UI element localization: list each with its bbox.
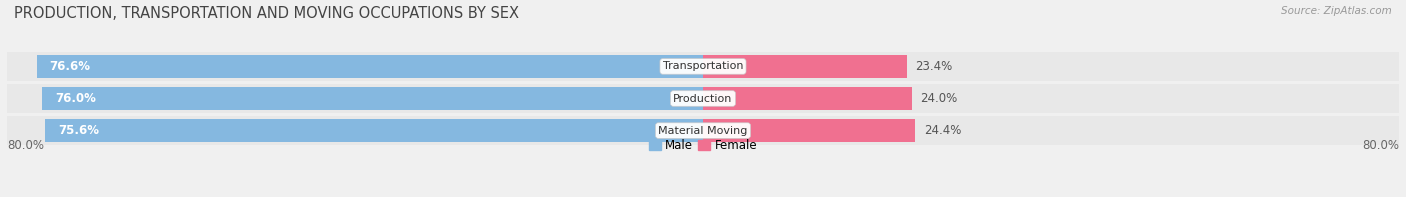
Text: 24.4%: 24.4% bbox=[924, 124, 962, 137]
Text: PRODUCTION, TRANSPORTATION AND MOVING OCCUPATIONS BY SEX: PRODUCTION, TRANSPORTATION AND MOVING OC… bbox=[14, 6, 519, 21]
Bar bbox=[7, 52, 1399, 81]
Text: Production: Production bbox=[673, 94, 733, 103]
Bar bbox=[7, 84, 1399, 113]
Bar bbox=[42, 87, 703, 110]
Bar bbox=[703, 119, 915, 142]
Bar bbox=[7, 116, 1399, 145]
Text: 23.4%: 23.4% bbox=[915, 60, 952, 73]
Text: Source: ZipAtlas.com: Source: ZipAtlas.com bbox=[1281, 6, 1392, 16]
Text: 76.0%: 76.0% bbox=[55, 92, 96, 105]
Text: 80.0%: 80.0% bbox=[1362, 139, 1399, 152]
Text: 80.0%: 80.0% bbox=[7, 139, 44, 152]
Legend: Male, Female: Male, Female bbox=[644, 134, 762, 157]
Bar bbox=[703, 55, 907, 78]
Text: 75.6%: 75.6% bbox=[59, 124, 100, 137]
Bar bbox=[45, 119, 703, 142]
Bar bbox=[703, 87, 912, 110]
Text: 76.6%: 76.6% bbox=[49, 60, 90, 73]
Bar bbox=[37, 55, 703, 78]
Text: Material Moving: Material Moving bbox=[658, 125, 748, 136]
Text: 24.0%: 24.0% bbox=[921, 92, 957, 105]
Text: Transportation: Transportation bbox=[662, 61, 744, 72]
